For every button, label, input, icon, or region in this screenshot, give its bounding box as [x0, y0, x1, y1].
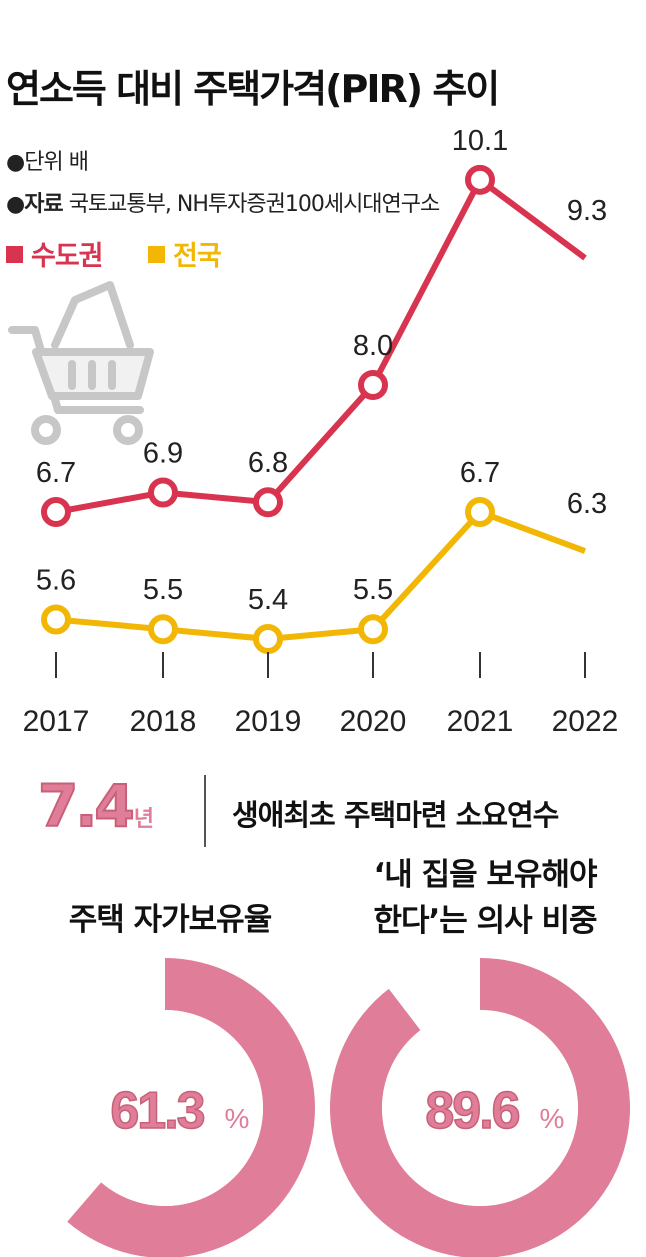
legend-swatch-capital — [6, 246, 23, 263]
donut-center-ownership — [67, 1010, 263, 1206]
point-national-2018 — [148, 614, 178, 645]
point-national-2019 — [253, 624, 283, 655]
x-tick-label-2017: 2017 — [23, 705, 90, 738]
legend-item-national: 전국 — [148, 234, 222, 273]
donut-arc-ownership — [67, 958, 315, 1257]
legend-label-national: 전국 — [173, 241, 222, 272]
series-line-national — [55, 509, 587, 643]
donut-intent-title-line-2: 한다’는 의사 비중 — [373, 903, 597, 939]
series-line-capital — [55, 176, 587, 515]
unit-value: 배 — [68, 150, 89, 175]
stat-unit: 년 — [133, 807, 154, 832]
legend-swatch-national — [148, 246, 165, 263]
data-label-capital-2018: 6.9 — [143, 437, 183, 469]
point-capital-2021 — [465, 164, 495, 195]
unit-label: ●단위 — [6, 150, 64, 175]
data-label-national-2019: 5.4 — [248, 584, 288, 616]
data-label-capital-2021: 10.1 — [452, 125, 508, 157]
donut-unit-ownership: % — [225, 1103, 250, 1134]
donut-value-intent: 89.6 — [425, 1082, 519, 1140]
data-label-national-2018: 5.5 — [143, 574, 183, 606]
donut-unit-intent: % — [540, 1103, 565, 1134]
x-tick-label-2021: 2021 — [447, 705, 514, 738]
donut-ownership-title: 주택 자가보유율 — [30, 897, 310, 943]
shopping-cart-icon — [8, 281, 154, 445]
source-label: ●자료 — [6, 192, 64, 217]
first-home-years-stat: 7.4년 — [37, 771, 154, 841]
page-title: 연소득 대비 주택가격(PIR) 추이 — [6, 67, 500, 111]
donut-center-intent — [382, 1010, 578, 1206]
x-tick-label-2019: 2019 — [235, 705, 302, 738]
data-label-national-2022: 6.3 — [567, 488, 607, 520]
source-value: 국토교통부, NH투자증권100세시대연구소 — [68, 192, 441, 217]
data-label-capital-2017: 6.7 — [36, 457, 76, 489]
donut-intent-title: ‘내 집을 보유해야 한다’는 의사 비중 — [335, 852, 635, 944]
data-label-national-2017: 5.6 — [36, 564, 76, 596]
legend-item-capital: 수도권 — [6, 234, 104, 273]
point-national-2017 — [41, 604, 71, 635]
donut-charts: 61.3% 89.6% — [67, 958, 630, 1257]
stat-value: 7.4 — [37, 771, 136, 841]
source-note: ●자료 국토교통부, NH투자증권100세시대연구소 — [6, 186, 441, 218]
point-capital-2020 — [358, 369, 388, 400]
unit-note: ●단위 배 — [6, 144, 89, 176]
stat-divider — [204, 775, 206, 847]
donut-intent-title-line-1: ‘내 집을 보유해야 — [373, 857, 597, 893]
pir-line-chart: 6.7 6.9 6.8 8.0 10.1 9.3 5.6 5.5 5.4 5.5 6.7 6.3 20… — [8, 125, 619, 738]
point-capital-2017 — [41, 497, 71, 527]
point-national-2020 — [358, 614, 388, 645]
data-label-capital-2022: 9.3 — [567, 195, 607, 227]
point-capital-2018 — [148, 477, 178, 508]
stat-label: 생애최초 주택마련 소요연수 — [232, 798, 559, 832]
point-capital-2019 — [253, 487, 283, 518]
donut-arc-intent — [330, 958, 630, 1257]
x-tick-label-2022: 2022 — [552, 705, 619, 738]
data-label-national-2020: 5.5 — [353, 574, 393, 606]
legend-label-capital: 수도권 — [31, 241, 104, 272]
x-tick-label-2018: 2018 — [130, 705, 197, 738]
x-tick-label-2020: 2020 — [340, 705, 407, 738]
donut-ownership-title-line: 주택 자가보유율 — [68, 902, 272, 938]
data-label-national-2021: 6.7 — [460, 457, 500, 489]
data-label-capital-2020: 8.0 — [353, 330, 393, 362]
data-label-capital-2019: 6.8 — [248, 447, 288, 479]
point-national-2021 — [465, 497, 495, 527]
donut-value-ownership: 61.3 — [110, 1082, 204, 1140]
